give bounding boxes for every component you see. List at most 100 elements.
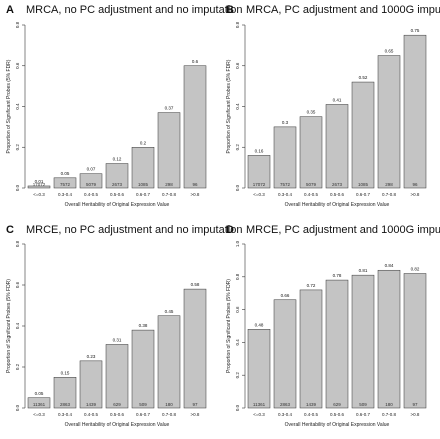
- bar->0.8: [183, 288, 207, 409]
- bar-<=0.3: [247, 155, 271, 189]
- x-axis-label: Overall Heritability of Original Express…: [285, 202, 390, 208]
- bar-value-label: 0.52: [359, 75, 368, 80]
- x-tick-label: >0.8: [191, 192, 200, 197]
- x-tick-label: >0.8: [191, 412, 200, 417]
- bar-count-label: 96: [412, 182, 418, 187]
- panel-title: MRCA, PC adjustment and 1000G imputation: [246, 4, 440, 16]
- x-tick-label: <=0.3: [33, 412, 45, 417]
- bar-value-label: 0.38: [139, 323, 148, 328]
- x-tick-label: <=0.3: [33, 192, 45, 197]
- panel-3: D MRCE, PC adjustment and 1000G imputatio…: [226, 224, 440, 428]
- bar-0.4-0.5: [299, 289, 323, 409]
- bar-<=0.3: [247, 329, 271, 409]
- x-tick-label: 0.4-0.5: [84, 412, 99, 417]
- x-tick-label: 0.5-0.6: [330, 412, 345, 417]
- bar-value-label: 0.75: [411, 28, 420, 33]
- bar-0.5-0.6: [325, 104, 349, 189]
- bar-count-label: 180: [385, 402, 393, 407]
- bar->0.8: [403, 34, 427, 189]
- bar-value-label: 0.16: [255, 148, 264, 153]
- bar-count-label: 5079: [86, 182, 97, 187]
- bar-count-label: 1439: [306, 402, 317, 407]
- bar-count-label: 298: [165, 182, 173, 187]
- bar-count-label: 1085: [358, 182, 369, 187]
- bar-<=0.3: [27, 397, 51, 409]
- bar-value-label: 0.81: [359, 268, 368, 273]
- y-tick-label: 0.4: [15, 103, 20, 110]
- bar-count-label: 629: [333, 402, 341, 407]
- bar-count-label: 1439: [86, 402, 97, 407]
- bar-0.6-0.7: [351, 274, 375, 409]
- panel-0: A MRCA, no PC adjustment and no imputatio…: [6, 4, 242, 208]
- x-tick-label: 0.7-0.8: [382, 192, 397, 197]
- bar-value-label: 0.07: [87, 167, 96, 172]
- bar-count-label: 17072: [253, 182, 266, 187]
- y-tick-label: 0.4: [15, 322, 20, 329]
- y-tick-label: 0.0: [15, 184, 20, 191]
- bar-value-label: 0.78: [333, 273, 342, 278]
- bar-0.3-0.4: [273, 299, 297, 409]
- bar-value-label: 0.58: [191, 282, 200, 287]
- bar-count-label: 5079: [306, 182, 317, 187]
- panel-letter: C: [6, 224, 14, 236]
- bar-count-label: 2863: [60, 402, 71, 407]
- panel-letter: D: [226, 224, 234, 236]
- bar-value-label: 0.23: [87, 354, 96, 359]
- bar-value-label: 0.84: [385, 263, 394, 268]
- bar-value-label: 0.3: [282, 120, 289, 125]
- bar-count-label: 298: [385, 182, 393, 187]
- bar->0.8: [403, 273, 427, 409]
- bar-0.6-0.7: [351, 81, 375, 189]
- x-tick-label: <=0.3: [253, 192, 265, 197]
- x-tick-label: 0.4-0.5: [304, 412, 319, 417]
- bar-value-label: 0.12: [113, 157, 122, 162]
- panel-letter: B: [226, 4, 234, 16]
- x-tick-label: 0.6-0.7: [136, 192, 151, 197]
- x-axis-label: Overall Heritability of Original Express…: [65, 422, 170, 428]
- bar-count-label: 629: [113, 402, 121, 407]
- bar-0.7-0.8: [157, 315, 181, 409]
- x-tick-label: 0.7-0.8: [382, 412, 397, 417]
- y-tick-label: 0.8: [15, 240, 20, 247]
- y-tick-label: 0.2: [235, 372, 240, 379]
- bar-count-label: 96: [192, 182, 198, 187]
- bar-0.4-0.5: [79, 173, 103, 189]
- x-tick-label: 0.3-0.4: [58, 192, 73, 197]
- bar-count-label: 97: [192, 402, 198, 407]
- bar-0.7-0.8: [157, 112, 181, 189]
- bar-value-label: 0.6: [192, 59, 199, 64]
- y-tick-label: 0.2: [15, 363, 20, 370]
- bar-value-label: 0.15: [61, 370, 70, 375]
- bar-0.5-0.6: [105, 344, 129, 409]
- bar-value-label: 0.41: [333, 97, 342, 102]
- y-axis-label: Proportion of Significant Probes (5% FDR…: [226, 279, 232, 373]
- bar-value-label: 0.35: [307, 110, 316, 115]
- y-tick-label: 0.0: [235, 184, 240, 191]
- panel-letter: A: [6, 4, 14, 16]
- bar-0.3-0.4: [53, 377, 77, 409]
- bar-value-label: 0.66: [281, 293, 290, 298]
- bar-0.3-0.4: [53, 177, 77, 189]
- bar-0.7-0.8: [377, 55, 401, 189]
- y-tick-label: 0.0: [235, 404, 240, 411]
- bar-count-label: 11361: [253, 402, 266, 407]
- bar-value-label: 0.31: [113, 337, 122, 342]
- y-tick-label: 0.8: [235, 21, 240, 28]
- bar-value-label: 0.05: [61, 171, 70, 176]
- panel-title: MRCA, no PC adjustment and no imputation: [26, 4, 242, 16]
- x-tick-label: 0.6-0.7: [136, 412, 151, 417]
- y-tick-label: 0.0: [15, 404, 20, 411]
- y-tick-label: 0.6: [235, 62, 240, 69]
- bar-value-label: 0.48: [255, 322, 264, 327]
- bar-value-label: 0.72: [307, 283, 316, 288]
- bar-count-label: 97: [412, 402, 418, 407]
- bar-0.7-0.8: [377, 269, 401, 409]
- y-tick-label: 0.4: [235, 339, 240, 346]
- bar-count-label: 180: [165, 402, 173, 407]
- bar-value-label: 0.2: [140, 140, 147, 145]
- bar-0.5-0.6: [325, 279, 349, 409]
- x-axis-label: Overall Heritability of Original Express…: [65, 202, 170, 208]
- y-tick-label: 0.4: [235, 103, 240, 110]
- y-axis-label: Proportion of Significant Probes (5% FDR…: [226, 59, 232, 153]
